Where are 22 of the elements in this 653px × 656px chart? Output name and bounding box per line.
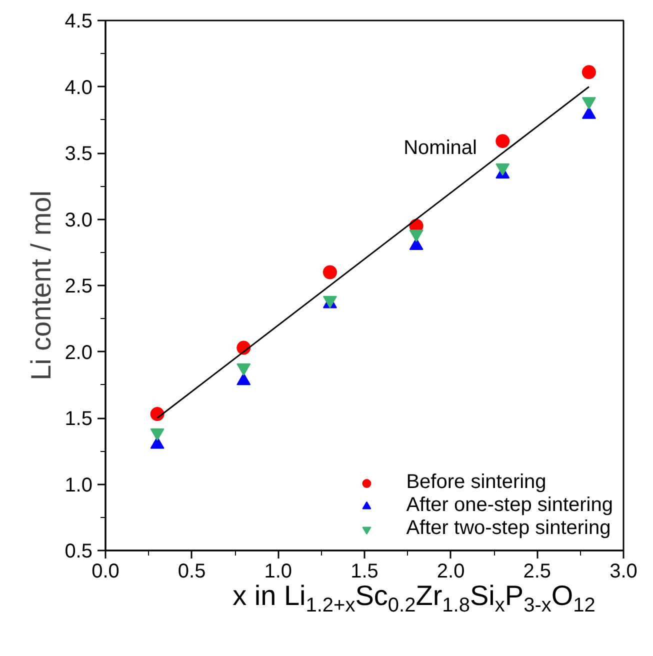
x-tick-label: 1.5 bbox=[350, 560, 378, 582]
y-tick-label: 4.5 bbox=[64, 10, 93, 32]
y-tick-label: 3.0 bbox=[64, 209, 93, 232]
y-tick-label: 1.5 bbox=[64, 408, 93, 430]
y-axis-title: Li content / mol bbox=[26, 190, 57, 380]
legend-label: After two-step sintering bbox=[406, 517, 611, 540]
x-tick-label: 2.0 bbox=[436, 560, 465, 582]
series-label: Nominal bbox=[404, 136, 477, 159]
y-tick-label: 1.0 bbox=[64, 474, 93, 496]
y-tick-label: 3.5 bbox=[64, 143, 93, 165]
x-tick-label: 0.5 bbox=[178, 560, 206, 582]
x-tick-label: 0.0 bbox=[92, 560, 120, 582]
x-tick-label: 1.0 bbox=[264, 560, 292, 582]
y-tick-label: 0.5 bbox=[64, 540, 93, 562]
y-tick-label: 2.5 bbox=[64, 276, 93, 298]
y-tick-label: 4.0 bbox=[64, 76, 93, 99]
text: x in Li$_{1.2+x}$Sc$_{0.2}$Zr$_{1.8}$Si$_{x}$P$_{3-x}$O$_{12}$ bbox=[232, 580, 596, 617]
legend-label: After one-step sintering bbox=[406, 494, 613, 517]
x-tick-label: 3.0 bbox=[610, 560, 638, 582]
x-tick-label: 2.5 bbox=[523, 560, 552, 582]
legend-label: Before sintering bbox=[406, 471, 546, 494]
y-tick-label: 2.0 bbox=[64, 342, 93, 364]
